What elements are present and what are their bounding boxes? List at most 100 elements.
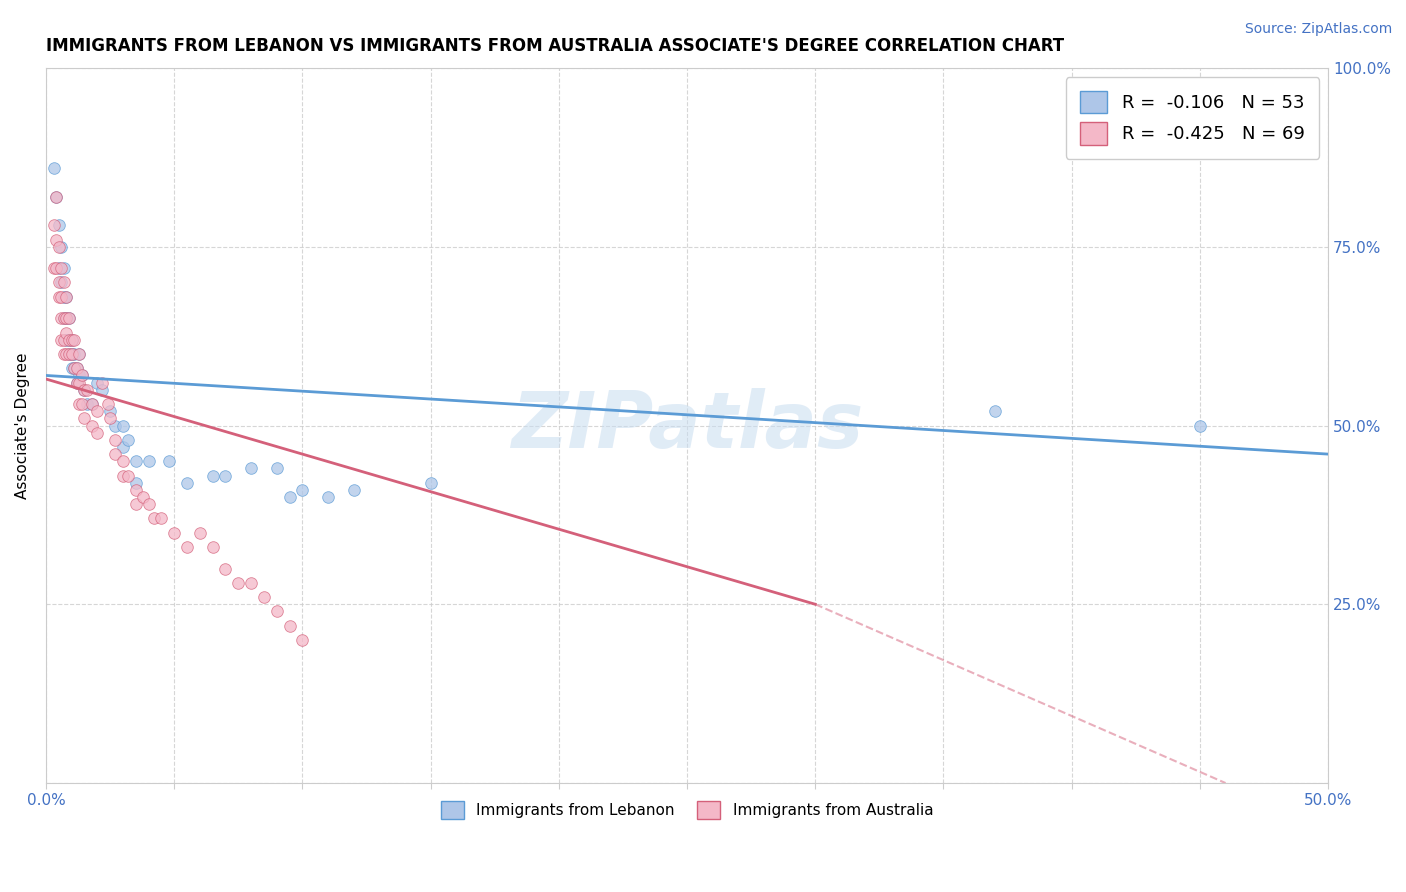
Point bbox=[52, 311, 75, 326]
Point bbox=[291, 633, 314, 648]
Point bbox=[91, 383, 114, 397]
Point bbox=[52, 333, 75, 347]
Point bbox=[55, 347, 77, 361]
Point bbox=[52, 261, 75, 276]
Point bbox=[60, 333, 83, 347]
Point bbox=[104, 418, 127, 433]
Point bbox=[48, 290, 70, 304]
Point bbox=[55, 326, 77, 340]
Point bbox=[117, 468, 139, 483]
Point bbox=[76, 383, 98, 397]
Point bbox=[82, 418, 104, 433]
Point bbox=[150, 511, 173, 525]
Point bbox=[48, 219, 70, 233]
Point bbox=[48, 240, 70, 254]
Point bbox=[266, 604, 288, 618]
Point bbox=[201, 468, 224, 483]
Point bbox=[111, 418, 134, 433]
Point bbox=[70, 368, 93, 383]
Point bbox=[1188, 418, 1211, 433]
Point bbox=[86, 376, 108, 390]
Point bbox=[214, 561, 236, 575]
Point bbox=[67, 376, 90, 390]
Point bbox=[240, 575, 263, 590]
Point bbox=[52, 347, 75, 361]
Point bbox=[73, 383, 96, 397]
Point bbox=[66, 361, 89, 376]
Point bbox=[98, 411, 121, 425]
Point bbox=[82, 397, 104, 411]
Point bbox=[201, 540, 224, 554]
Point bbox=[60, 347, 83, 361]
Point bbox=[51, 290, 73, 304]
Point bbox=[104, 447, 127, 461]
Point bbox=[419, 475, 441, 490]
Point bbox=[96, 397, 118, 411]
Point bbox=[55, 311, 77, 326]
Point bbox=[58, 347, 80, 361]
Point bbox=[51, 311, 73, 326]
Point bbox=[73, 411, 96, 425]
Point bbox=[176, 475, 198, 490]
Point bbox=[63, 333, 86, 347]
Point bbox=[55, 333, 77, 347]
Text: IMMIGRANTS FROM LEBANON VS IMMIGRANTS FROM AUSTRALIA ASSOCIATE'S DEGREE CORRELAT: IMMIGRANTS FROM LEBANON VS IMMIGRANTS FR… bbox=[46, 37, 1064, 55]
Point bbox=[73, 383, 96, 397]
Point bbox=[117, 433, 139, 447]
Point bbox=[52, 311, 75, 326]
Point bbox=[984, 404, 1007, 418]
Point bbox=[125, 454, 148, 468]
Point bbox=[58, 311, 80, 326]
Point bbox=[343, 483, 366, 497]
Point bbox=[52, 276, 75, 290]
Point bbox=[63, 361, 86, 376]
Point bbox=[125, 475, 148, 490]
Point bbox=[125, 497, 148, 511]
Point bbox=[42, 261, 65, 276]
Point bbox=[86, 425, 108, 440]
Point bbox=[82, 397, 104, 411]
Point bbox=[48, 261, 70, 276]
Point bbox=[132, 490, 155, 504]
Point bbox=[60, 333, 83, 347]
Point bbox=[291, 483, 314, 497]
Point bbox=[60, 361, 83, 376]
Point bbox=[51, 276, 73, 290]
Point bbox=[58, 333, 80, 347]
Point bbox=[176, 540, 198, 554]
Point bbox=[55, 290, 77, 304]
Point bbox=[58, 347, 80, 361]
Point bbox=[70, 368, 93, 383]
Point bbox=[51, 261, 73, 276]
Point bbox=[67, 347, 90, 361]
Point bbox=[157, 454, 180, 468]
Point bbox=[76, 397, 98, 411]
Point bbox=[278, 618, 301, 632]
Point bbox=[45, 189, 67, 203]
Legend: Immigrants from Lebanon, Immigrants from Australia: Immigrants from Lebanon, Immigrants from… bbox=[434, 795, 939, 825]
Point bbox=[45, 261, 67, 276]
Point bbox=[51, 333, 73, 347]
Point bbox=[42, 161, 65, 175]
Point bbox=[91, 376, 114, 390]
Point bbox=[316, 490, 339, 504]
Point bbox=[55, 290, 77, 304]
Point bbox=[67, 368, 90, 383]
Point bbox=[66, 376, 89, 390]
Point bbox=[66, 361, 89, 376]
Point bbox=[48, 276, 70, 290]
Point bbox=[142, 511, 165, 525]
Point bbox=[51, 240, 73, 254]
Point bbox=[253, 590, 276, 604]
Point bbox=[70, 397, 93, 411]
Point bbox=[45, 189, 67, 203]
Point bbox=[52, 290, 75, 304]
Point bbox=[104, 433, 127, 447]
Point bbox=[111, 468, 134, 483]
Point bbox=[67, 397, 90, 411]
Text: Source: ZipAtlas.com: Source: ZipAtlas.com bbox=[1244, 22, 1392, 37]
Point bbox=[111, 454, 134, 468]
Point bbox=[55, 311, 77, 326]
Point bbox=[58, 311, 80, 326]
Point bbox=[138, 454, 160, 468]
